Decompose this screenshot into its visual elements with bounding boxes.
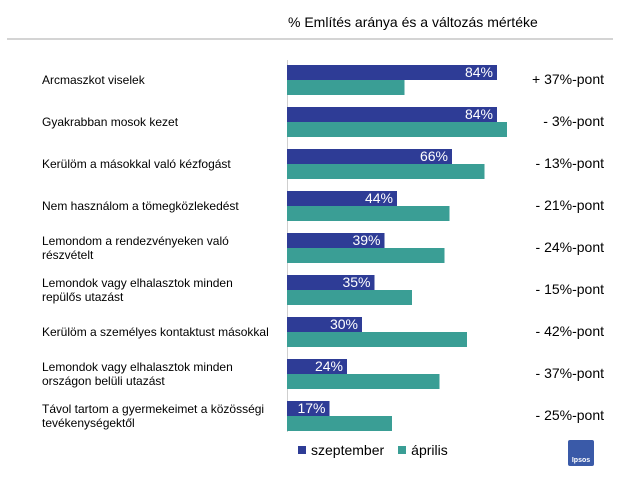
change-label-0: + 37%-pont (532, 71, 604, 87)
change-label-5: - 15%-pont (535, 281, 604, 297)
change-label-8: - 25%-pont (535, 407, 604, 423)
category-label-3: Nem használom a tömegközlekedést (42, 199, 239, 213)
change-label-3: - 21%-pont (535, 197, 604, 213)
bar-value-label-7: 24% (315, 358, 343, 374)
chart-title: % Említés aránya és a változás mértéke (288, 14, 538, 30)
change-label-4: - 24%-pont (535, 239, 604, 255)
bar-april-2 (287, 164, 485, 179)
category-label-6: Kerülöm a személyes kontaktust másokkal (42, 325, 269, 339)
legend-label-september: szeptember (311, 442, 385, 458)
bar-april-1 (287, 122, 507, 137)
legend-label-april: április (411, 442, 448, 458)
legend-swatch-april (398, 446, 407, 454)
category-label-0: Arcmaszkot viselek (42, 73, 145, 87)
category-label-8: Távol tartom a gyermekeimet a közösségi … (42, 402, 265, 430)
bar-september-4 (287, 233, 385, 248)
category-label-5: Lemondok vagy elhalasztok minden repülős… (42, 276, 233, 304)
bar-september-0 (287, 65, 497, 80)
bar-september-1 (287, 107, 497, 122)
bar-april-5 (287, 290, 412, 305)
legend-swatch-september (298, 446, 306, 454)
bar-value-label-6: 30% (330, 316, 358, 332)
bar-april-6 (287, 332, 467, 347)
bar-value-label-1: 84% (465, 106, 493, 122)
bar-april-3 (287, 206, 450, 221)
change-label-1: - 3%-pont (543, 113, 604, 129)
category-label-2: Kerülöm a másokkal való kézfogást (42, 157, 231, 171)
bar-april-7 (287, 374, 440, 389)
bar-value-label-4: 39% (352, 232, 380, 248)
bar-september-5 (287, 275, 375, 290)
bar-september-8 (287, 401, 330, 416)
bar-september-3 (287, 191, 397, 206)
change-label-7: - 37%-pont (535, 365, 604, 381)
bar-september-7 (287, 359, 347, 374)
category-label-4: Lemondom a rendezvényeken való részvétel… (42, 234, 229, 262)
bar-value-label-8: 17% (297, 400, 325, 416)
legend-item-september: szeptember (298, 442, 384, 458)
bar-april-4 (287, 248, 445, 263)
bar-september-2 (287, 149, 452, 164)
legend-item-april: április (398, 442, 448, 458)
bar-september-6 (287, 317, 362, 332)
bar-value-label-5: 35% (342, 274, 370, 290)
bar-april-8 (287, 416, 392, 431)
bar-value-label-0: 84% (465, 64, 493, 80)
bar-value-label-3: 44% (365, 190, 393, 206)
category-label-7: Lemondok vagy elhalasztok minden országo… (42, 360, 233, 388)
change-label-2: - 13%-pont (535, 155, 604, 171)
change-label-6: - 42%-pont (535, 323, 604, 339)
category-label-1: Gyakrabban mosok kezet (42, 115, 179, 129)
ipsos-logo: Ipsos (568, 440, 594, 466)
title-divider (7, 38, 613, 40)
legend: szeptember április (298, 442, 462, 458)
bar-value-label-2: 66% (420, 148, 448, 164)
bar-april-0 (287, 80, 405, 95)
